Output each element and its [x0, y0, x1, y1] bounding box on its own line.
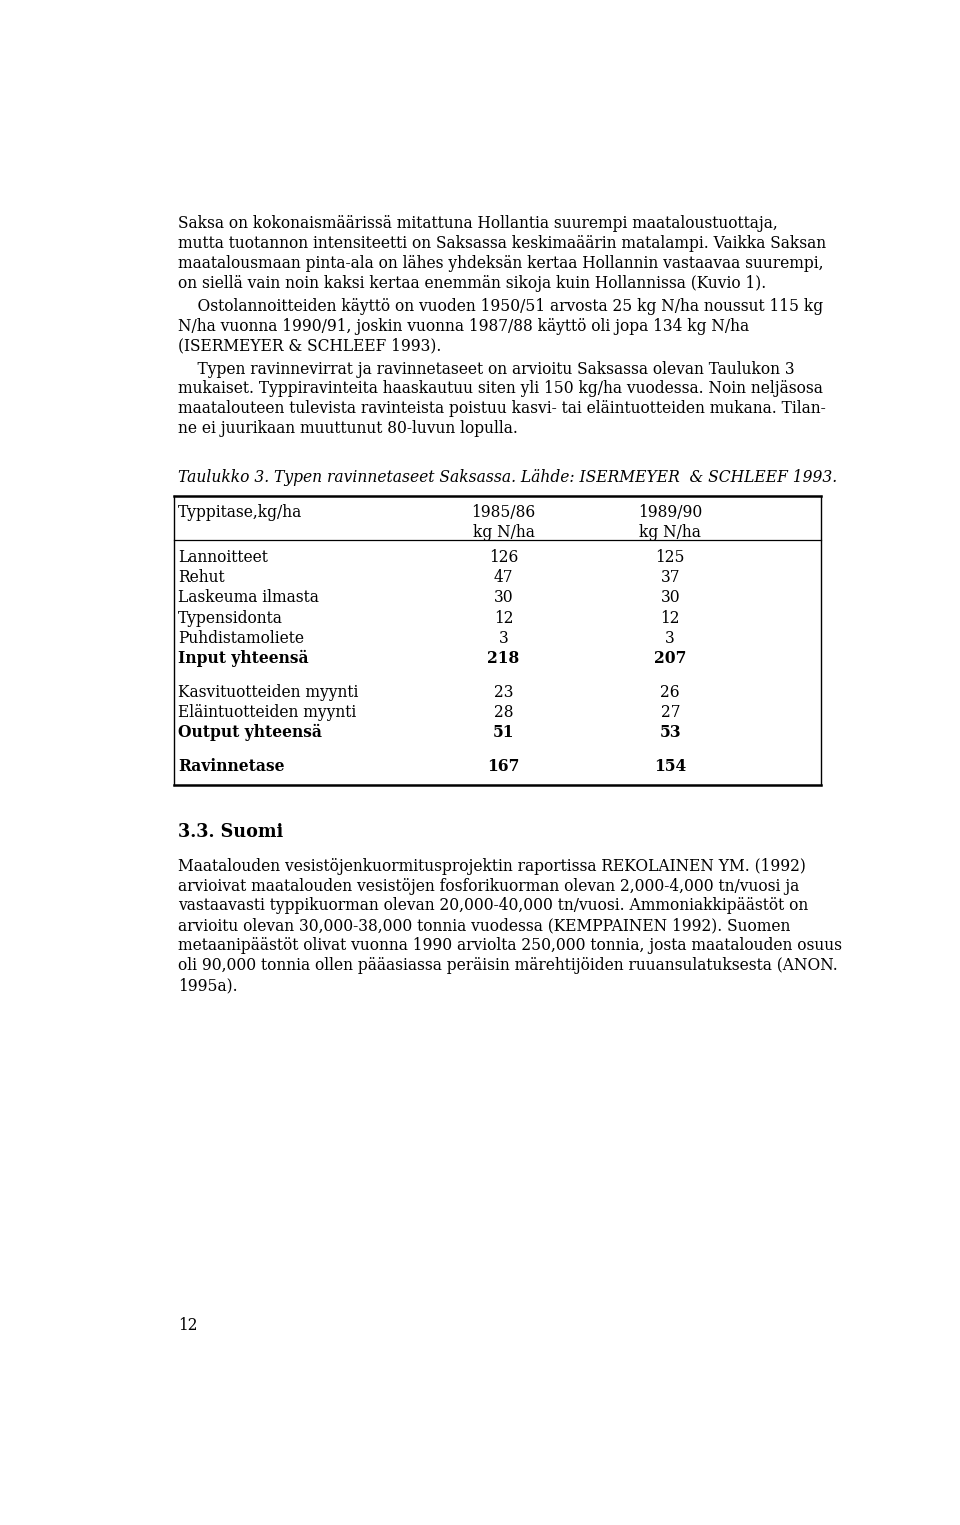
Text: 23: 23 — [493, 683, 514, 702]
Text: vastaavasti typpikuorman olevan 20,000-40,000 tn/vuosi. Ammoniakkipäästöt on: vastaavasti typpikuorman olevan 20,000-4… — [179, 898, 808, 915]
Text: maatalousmaan pinta-ala on lähes yhdeksän kertaa Hollannin vastaavaa suurempi,: maatalousmaan pinta-ala on lähes yhdeksä… — [179, 255, 824, 271]
Text: oli 90,000 tonnia ollen pääasiassa peräisin märehtijöiden ruuansulatuksesta (ANO: oli 90,000 tonnia ollen pääasiassa peräi… — [179, 958, 838, 974]
Text: 125: 125 — [656, 549, 685, 566]
Text: 1985/86: 1985/86 — [471, 503, 536, 522]
Text: ne ei juurikaan muuttunut 80-luvun lopulla.: ne ei juurikaan muuttunut 80-luvun lopul… — [179, 421, 518, 438]
Text: N/ha vuonna 1990/91, joskin vuonna 1987/88 käyttö oli jopa 134 kg N/ha: N/ha vuonna 1990/91, joskin vuonna 1987/… — [179, 317, 749, 336]
Text: arvioivat maatalouden vesistöjen fosforikuorman olevan 2,000-4,000 tn/vuosi ja: arvioivat maatalouden vesistöjen fosfori… — [179, 877, 800, 895]
Text: metaanipäästöt olivat vuonna 1990 arviolta 250,000 tonnia, josta maatalouden osu: metaanipäästöt olivat vuonna 1990 arviol… — [179, 938, 842, 955]
Text: 26: 26 — [660, 683, 680, 702]
Text: mukaiset. Typpiravinteita haaskautuu siten yli 150 kg/ha vuodessa. Noin neljäsos: mukaiset. Typpiravinteita haaskautuu sit… — [179, 380, 823, 398]
Text: 1989/90: 1989/90 — [638, 503, 703, 522]
Text: maatalouteen tulevista ravinteista poistuu kasvi- tai eläintuotteiden mukana. Ti: maatalouteen tulevista ravinteista poist… — [179, 400, 826, 418]
Text: 1995a).: 1995a). — [179, 978, 238, 994]
Text: 27: 27 — [660, 705, 680, 721]
Text: 126: 126 — [489, 549, 518, 566]
Text: Kasvituotteiden myynti: Kasvituotteiden myynti — [179, 683, 358, 702]
Text: 3: 3 — [499, 630, 509, 647]
Text: Taulukko 3. Typen ravinnetaseet Saksassa. Lähde: ISERMEYER  & SCHLEEF 1993.: Taulukko 3. Typen ravinnetaseet Saksassa… — [179, 470, 837, 486]
Text: Eläintuotteiden myynti: Eläintuotteiden myynti — [179, 705, 356, 721]
Text: Saksa on kokonaismäärissä mitattuna Hollantia suurempi maataloustuottaja,: Saksa on kokonaismäärissä mitattuna Holl… — [179, 215, 778, 232]
Text: Typensidonta: Typensidonta — [179, 610, 283, 627]
Text: kg N/ha: kg N/ha — [639, 525, 701, 541]
Text: Output yhteensä: Output yhteensä — [179, 724, 323, 741]
Text: 37: 37 — [660, 569, 680, 586]
Text: 154: 154 — [654, 758, 686, 775]
Text: 3.3. Suomi: 3.3. Suomi — [179, 824, 283, 842]
Text: kg N/ha: kg N/ha — [472, 525, 535, 541]
Text: 207: 207 — [654, 650, 686, 666]
Text: 30: 30 — [493, 589, 514, 607]
Text: Ravinnetase: Ravinnetase — [179, 758, 284, 775]
Text: Puhdistamoliete: Puhdistamoliete — [179, 630, 304, 647]
Text: on siellä vain noin kaksi kertaa enemmän sikoja kuin Hollannissa (Kuvio 1).: on siellä vain noin kaksi kertaa enemmän… — [179, 274, 766, 291]
Text: Input yhteensä: Input yhteensä — [179, 650, 309, 666]
Text: Typpitase,kg/ha: Typpitase,kg/ha — [179, 503, 302, 522]
Text: 47: 47 — [493, 569, 514, 586]
Text: Typen ravinnevirrat ja ravinnetaseet on arvioitu Saksassa olevan Taulukon 3: Typen ravinnevirrat ja ravinnetaseet on … — [179, 360, 795, 378]
Text: 30: 30 — [660, 589, 680, 607]
Text: (ISERMEYER & SCHLEEF 1993).: (ISERMEYER & SCHLEEF 1993). — [179, 337, 442, 355]
Text: 12: 12 — [179, 1318, 198, 1334]
Text: 51: 51 — [492, 724, 515, 741]
Text: arvioitu olevan 30,000-38,000 tonnia vuodessa (KEMPPAINEN 1992). Suomen: arvioitu olevan 30,000-38,000 tonnia vuo… — [179, 918, 790, 935]
Text: 28: 28 — [493, 705, 514, 721]
Text: Maatalouden vesistöjenkuormitusprojektin raportissa REKOLAINEN YM. (1992): Maatalouden vesistöjenkuormitusprojektin… — [179, 857, 806, 875]
Text: mutta tuotannon intensiteetti on Saksassa keskimaäärin matalampi. Vaikka Saksan: mutta tuotannon intensiteetti on Saksass… — [179, 235, 827, 252]
Text: Laskeuma ilmasta: Laskeuma ilmasta — [179, 589, 319, 607]
Text: 218: 218 — [488, 650, 519, 666]
Text: 12: 12 — [660, 610, 680, 627]
Text: Ostolannoitteiden käyttö on vuoden 1950/51 arvosta 25 kg N/ha noussut 115 kg: Ostolannoitteiden käyttö on vuoden 1950/… — [179, 297, 824, 314]
Text: 167: 167 — [488, 758, 519, 775]
Text: 12: 12 — [493, 610, 514, 627]
Text: Rehut: Rehut — [179, 569, 225, 586]
Text: Lannoitteet: Lannoitteet — [179, 549, 268, 566]
Text: 53: 53 — [660, 724, 681, 741]
Text: 3: 3 — [665, 630, 675, 647]
